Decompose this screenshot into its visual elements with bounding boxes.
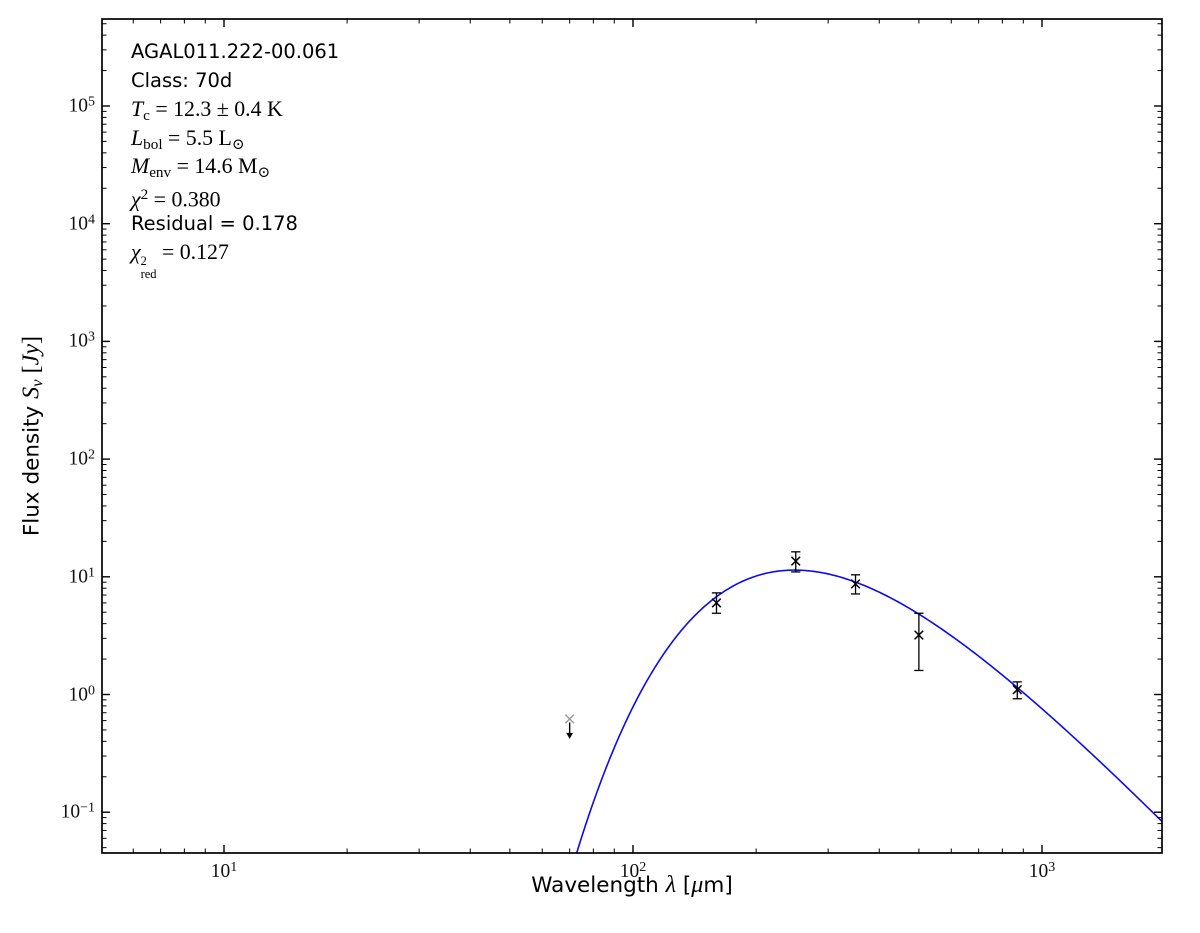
data-point <box>790 551 801 573</box>
annotation-line-residual: Residual = 0.178 <box>131 211 298 235</box>
x-tick-label: 101 <box>210 859 238 882</box>
annotation-line-chi-squared: χ2 = 0.380 <box>131 185 221 212</box>
data-point <box>1012 681 1023 700</box>
annotation-line-dust-temperature: Tc = 12.3 ± 0.4 K <box>131 97 283 124</box>
fit-curve <box>575 569 1162 853</box>
y-tick-label: 103 <box>68 328 95 352</box>
y-tick-label: 10−1 <box>60 799 95 823</box>
annotation-block: AGAL011.222-00.061 Class: 70d Tc = 12.3 ± … <box>131 38 340 282</box>
x-axis-label: Wavelength λ [μm] <box>531 872 733 898</box>
annotation-line-bolometric-luminosity: Lbol = 5.5 L⊙ <box>131 125 245 153</box>
data-point <box>711 592 722 614</box>
y-tick-label: 100 <box>68 682 95 705</box>
x-tick-label: 102 <box>619 859 647 882</box>
y-axis-label: Flux density Sν [Jy] <box>18 335 47 537</box>
y-tick-label: 101 <box>68 564 95 588</box>
annotation-line-envelope-mass: Menv = 14.6 M⊙ <box>131 154 271 182</box>
data-point <box>850 574 861 595</box>
y-tick-label: 104 <box>68 211 95 235</box>
plot-frame <box>101 18 1163 854</box>
x-tick-label: 103 <box>1028 859 1056 882</box>
data-point <box>914 612 924 672</box>
y-tick-label: 102 <box>68 446 95 470</box>
annotation-line-class: Class: 70d <box>131 68 233 92</box>
upper-limit-point <box>564 714 575 739</box>
down-arrow-head <box>566 732 574 739</box>
annotation-line-source-name: AGAL011.222-00.061 <box>131 40 340 63</box>
annotation-line-chi-squared-reduced: χ 2 red = 0.127 <box>131 240 229 282</box>
y-tick-label: 105 <box>68 93 95 117</box>
